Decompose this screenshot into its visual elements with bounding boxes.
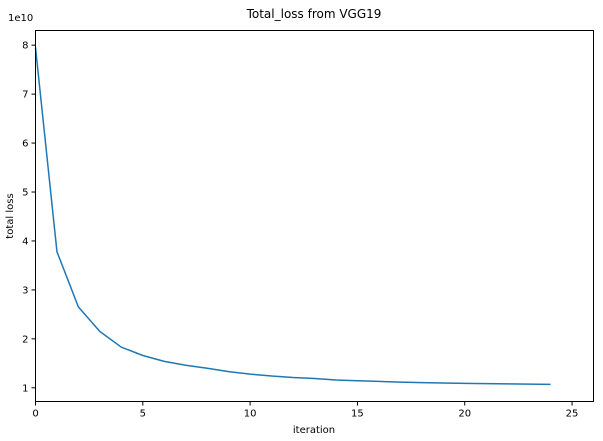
x-tick-label: 5 xyxy=(140,409,146,420)
y-axis-label: total loss xyxy=(5,193,16,238)
x-axis-label: iteration xyxy=(293,425,335,436)
y-tick-label: 3 xyxy=(22,285,28,296)
y-tick-label: 2 xyxy=(22,334,28,345)
x-tick-label: 0 xyxy=(32,409,38,420)
y-tick-label: 4 xyxy=(22,236,28,247)
y-axis-offset-label: 1e10 xyxy=(8,13,33,24)
plot-area-frame xyxy=(35,30,594,402)
y-tick-label: 7 xyxy=(22,90,28,101)
y-tick-label: 1 xyxy=(22,383,28,394)
x-axis-ticks: 0 5 10 15 20 25 xyxy=(32,401,579,420)
chart-title: Total_loss from VGG19 xyxy=(246,7,382,21)
y-tick-label: 5 xyxy=(22,188,28,199)
x-tick-label: 10 xyxy=(244,409,257,420)
y-axis-ticks: 1 2 3 4 5 6 7 8 xyxy=(22,41,36,394)
y-tick-label: 6 xyxy=(22,139,28,150)
x-tick-label: 25 xyxy=(566,409,579,420)
y-tick-label: 8 xyxy=(22,41,28,52)
x-tick-label: 15 xyxy=(351,409,364,420)
series-line-total-loss xyxy=(34,47,551,386)
x-tick-label: 20 xyxy=(458,409,471,420)
